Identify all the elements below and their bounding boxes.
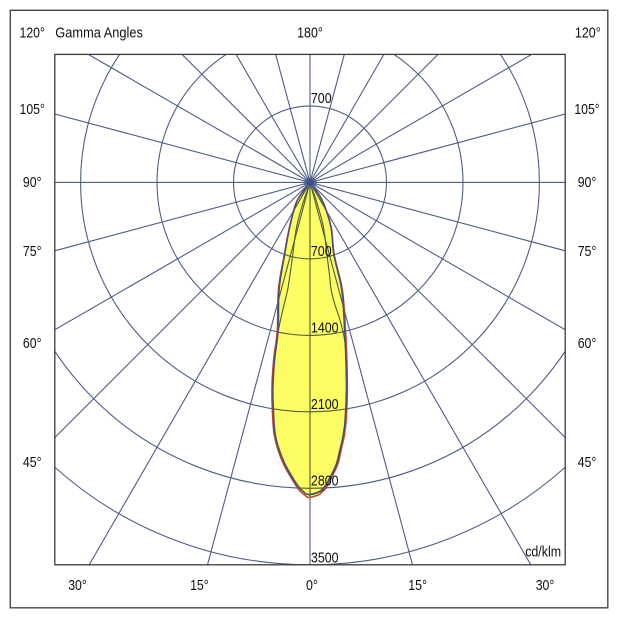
svg-text:2100: 2100 <box>311 396 339 413</box>
svg-text:Gamma Angles: Gamma Angles <box>55 25 143 42</box>
svg-text:700: 700 <box>311 243 332 260</box>
svg-text:90°: 90° <box>23 174 42 191</box>
svg-text:45°: 45° <box>23 454 42 471</box>
svg-text:15°: 15° <box>408 577 427 594</box>
svg-text:cd/klm: cd/klm <box>525 543 561 560</box>
svg-text:105°: 105° <box>574 101 599 118</box>
svg-text:75°: 75° <box>23 243 42 260</box>
svg-text:120°: 120° <box>20 25 45 42</box>
svg-text:1400: 1400 <box>311 320 339 337</box>
svg-text:3500: 3500 <box>311 549 339 566</box>
svg-text:120°: 120° <box>575 25 601 42</box>
svg-text:75°: 75° <box>578 243 597 260</box>
svg-text:30°: 30° <box>536 577 555 594</box>
svg-text:700: 700 <box>311 90 332 107</box>
svg-text:0°: 0° <box>306 577 318 594</box>
svg-text:30°: 30° <box>68 577 87 594</box>
svg-text:60°: 60° <box>578 335 597 352</box>
svg-text:2800: 2800 <box>311 472 339 489</box>
svg-text:105°: 105° <box>20 101 45 118</box>
svg-text:45°: 45° <box>578 454 597 471</box>
svg-text:15°: 15° <box>190 577 209 594</box>
svg-text:180°: 180° <box>297 25 323 42</box>
svg-text:60°: 60° <box>23 335 42 352</box>
svg-text:90°: 90° <box>578 174 597 191</box>
